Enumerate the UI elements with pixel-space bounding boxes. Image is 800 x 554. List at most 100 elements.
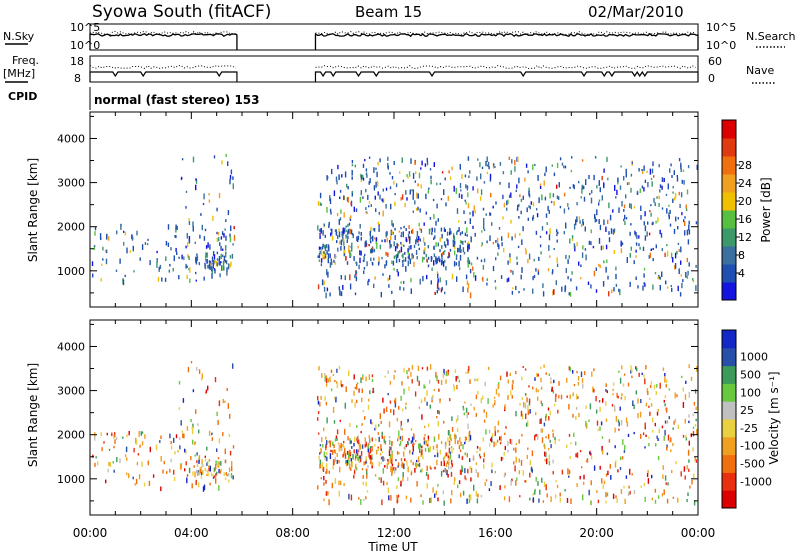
range-gate-mark	[356, 440, 359, 443]
range-gate-mark	[657, 409, 659, 412]
range-gate-mark	[616, 189, 618, 195]
range-gate-mark	[555, 393, 557, 398]
range-gate-mark	[181, 158, 184, 161]
range-gate-mark	[218, 438, 221, 444]
range-gate-mark	[347, 235, 349, 240]
range-gate-mark	[326, 451, 328, 456]
range-gate-mark	[196, 255, 199, 261]
range-gate-mark	[615, 283, 618, 287]
range-gate-mark	[378, 211, 380, 215]
range-gate-mark	[507, 394, 509, 400]
range-gate-mark	[433, 245, 435, 250]
range-gate-mark	[229, 233, 231, 238]
range-gate-mark	[650, 212, 652, 217]
range-gate-mark	[652, 430, 654, 433]
range-gate-mark	[407, 251, 410, 255]
range-gate-mark	[224, 400, 226, 403]
range-gate-mark	[464, 436, 467, 443]
range-gate-mark	[545, 452, 547, 458]
range-gate-mark	[217, 232, 220, 236]
range-gate-mark	[605, 418, 608, 422]
range-gate-mark	[443, 460, 445, 467]
range-gate-mark	[318, 252, 321, 256]
range-gate-mark	[423, 384, 425, 389]
range-gate-mark	[572, 392, 574, 397]
range-gate-mark	[434, 291, 436, 295]
range-gate-mark	[540, 386, 543, 390]
range-gate-mark	[401, 428, 403, 431]
range-gate-mark	[122, 279, 125, 286]
range-gate-mark	[674, 392, 676, 399]
range-gate-mark	[622, 439, 624, 445]
y-tick-label: 3000	[57, 385, 85, 398]
range-gate-mark	[202, 464, 204, 468]
range-gate-mark	[440, 440, 443, 445]
range-gate-mark	[507, 277, 510, 282]
range-gate-mark	[634, 230, 636, 235]
range-gate-mark	[338, 231, 341, 238]
range-gate-mark	[155, 444, 158, 451]
range-gate-mark	[506, 278, 508, 283]
range-gate-mark	[686, 257, 688, 263]
range-gate-mark	[626, 182, 629, 185]
range-gate-mark	[394, 246, 397, 252]
range-gate-mark	[323, 482, 325, 486]
y-tick-label: 1000	[57, 265, 85, 278]
range-gate-mark	[669, 209, 671, 214]
range-gate-mark	[605, 226, 607, 232]
range-gate-mark	[115, 436, 118, 441]
range-gate-mark	[614, 462, 617, 468]
range-gate-mark	[670, 163, 672, 167]
range-gate-mark	[391, 260, 393, 264]
range-gate-mark	[481, 166, 484, 169]
range-gate-mark	[330, 228, 332, 231]
range-gate-mark	[199, 469, 201, 474]
range-gate-mark	[614, 445, 616, 449]
range-gate-mark	[335, 176, 338, 182]
range-gate-mark	[435, 256, 437, 263]
range-gate-mark	[414, 160, 416, 165]
range-gate-mark	[218, 400, 221, 407]
range-gate-mark	[429, 168, 432, 171]
range-gate-mark	[530, 201, 532, 205]
range-gate-mark	[644, 446, 646, 449]
range-gate-mark	[355, 261, 357, 264]
range-gate-mark	[333, 449, 335, 453]
range-gate-mark	[595, 219, 598, 222]
range-gate-mark	[373, 185, 376, 191]
range-gate-mark	[439, 182, 441, 185]
range-gate-mark	[532, 202, 535, 207]
range-gate-mark	[157, 277, 160, 282]
range-gate-mark	[364, 253, 366, 256]
range-gate-mark	[323, 451, 326, 458]
range-gate-mark	[636, 192, 639, 195]
range-gate-mark	[556, 484, 559, 489]
range-gate-mark	[670, 285, 672, 287]
range-gate-mark	[366, 468, 368, 475]
range-gate-mark	[170, 441, 172, 445]
range-gate-mark	[446, 460, 449, 464]
range-gate-mark	[647, 182, 649, 188]
range-gate-mark	[650, 204, 652, 207]
range-gate-mark	[351, 242, 353, 249]
range-gate-mark	[552, 390, 555, 394]
range-gate-mark	[572, 413, 574, 418]
range-gate-mark	[479, 162, 481, 168]
colorbar-swatch	[722, 401, 736, 420]
range-gate-mark	[486, 282, 488, 286]
range-gate-mark	[436, 257, 438, 264]
range-gate-mark	[692, 447, 694, 452]
range-gate-mark	[677, 424, 679, 429]
range-gate-mark	[377, 221, 380, 225]
range-gate-mark	[212, 215, 214, 221]
range-gate-mark	[326, 250, 328, 255]
range-gate-mark	[583, 474, 585, 480]
range-gate-mark	[615, 266, 617, 271]
range-gate-mark	[638, 372, 640, 377]
range-gate-mark	[419, 238, 421, 242]
y-tick-label: 4000	[57, 132, 85, 145]
range-gate-mark	[396, 243, 398, 249]
range-gate-mark	[573, 243, 576, 249]
range-gate-mark	[648, 443, 650, 447]
range-gate-mark	[347, 436, 349, 441]
